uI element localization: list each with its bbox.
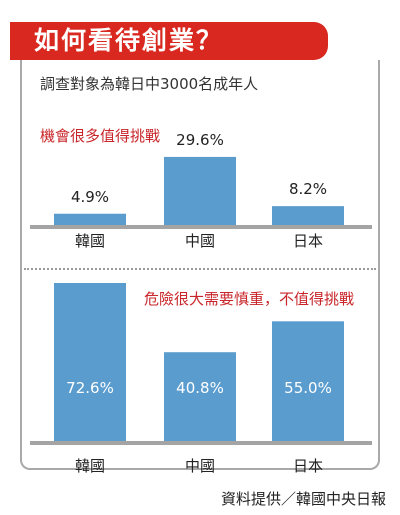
chart-2-baseline	[30, 441, 372, 445]
chart-1-value-label-1: 4.9%	[70, 187, 110, 206]
chart-1-title: 機會很多值得挑戰	[40, 127, 161, 145]
chart-2-title: 危險很大需要慎重，不值得挑戰	[144, 290, 355, 308]
survey-subtitle: 調查對象為韓日中3000名成年人	[40, 75, 259, 93]
chart-1-bar-1	[54, 213, 126, 225]
page-title: 如何看待創業？	[34, 26, 224, 55]
chart-1-category-label-1: 韓國	[74, 232, 105, 250]
chart-2-bar-1	[54, 283, 126, 441]
chart-1-bar-3	[272, 206, 344, 225]
chart-2-bar-3	[272, 321, 344, 441]
chart-1-bar-2	[164, 156, 236, 225]
chart-1-value-label-3: 8.2%	[288, 180, 328, 199]
chart-2-value-label-2: 40.8%	[176, 379, 224, 397]
chart-2-bar-2	[164, 352, 236, 441]
chart-2-category-label-2: 中國	[184, 457, 215, 475]
chart-2-category-label-1: 韓國	[74, 457, 105, 475]
chart-1-baseline	[30, 225, 372, 229]
section-divider	[24, 268, 376, 270]
chart-1-value-label-2: 29.6%	[176, 130, 224, 149]
chart-2-value-label-3: 55.0%	[284, 379, 332, 397]
chart-1-category-label-3: 日本	[292, 232, 323, 250]
title-banner: 如何看待創業？	[10, 22, 328, 60]
chart-2-category-label-3: 日本	[292, 457, 323, 475]
source-credit: 資料提供／韓國中央日報	[220, 490, 386, 508]
chart-2-value-label-1: 72.6%	[66, 379, 114, 397]
chart-1-category-label-2: 中國	[184, 232, 215, 250]
